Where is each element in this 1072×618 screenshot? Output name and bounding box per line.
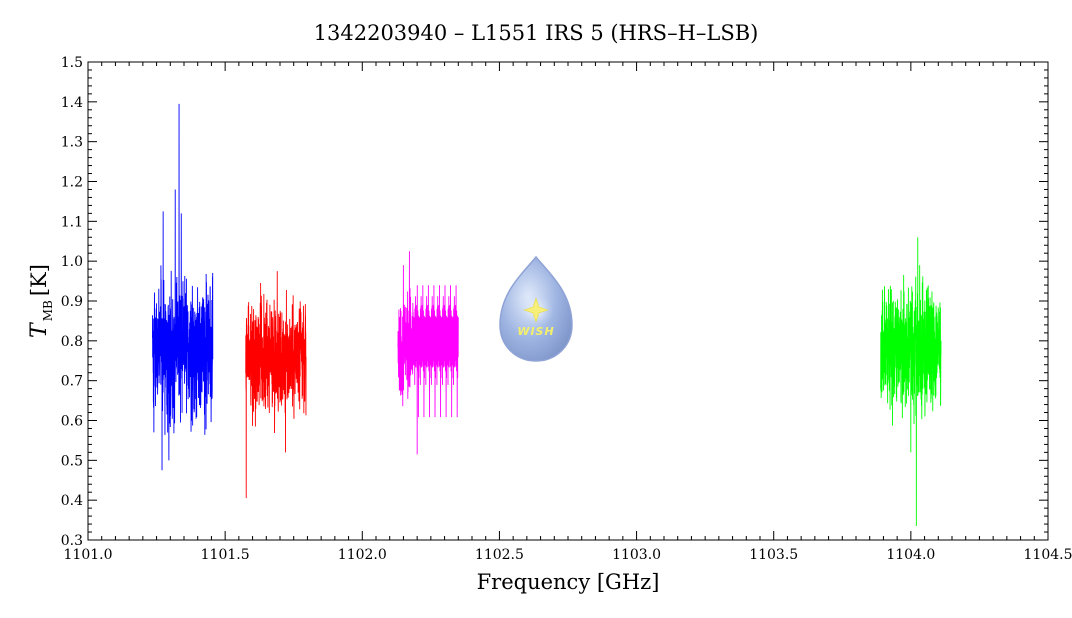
y-tick-label: 1.5 <box>61 55 83 71</box>
y-tick-label: 0.6 <box>61 414 83 430</box>
y-tick-label: 0.3 <box>61 533 83 549</box>
wish-star-icon <box>523 297 549 323</box>
x-axis-label: Frequency [GHz] <box>477 570 660 594</box>
y-tick-label: 0.5 <box>61 453 83 469</box>
series-line-2 <box>245 271 307 499</box>
y-tick-label: 0.8 <box>61 334 83 350</box>
wish-logo: WISH <box>499 255 573 362</box>
series-line-4 <box>880 237 942 527</box>
y-axis-label-unit: [K] <box>27 264 51 296</box>
y-axis-label: TMB [K] <box>27 264 55 338</box>
y-tick-label: 1.4 <box>61 95 83 111</box>
ticks-layer: 1101.0 1101.5 1102.0 1102.5 1103.0 1103.5 1104… <box>61 55 1072 563</box>
x-tick-label: 1102.5 <box>475 547 524 563</box>
y-axis-label-main: T <box>27 321 52 338</box>
y-tick-label: 0.7 <box>61 374 83 390</box>
x-tick-label: 1102.0 <box>338 547 387 563</box>
y-tick-label: 1.3 <box>61 135 83 151</box>
wish-logo-text: WISH <box>517 325 554 338</box>
series-line-1 <box>152 103 214 471</box>
x-tick-label: 1101.0 <box>64 547 113 563</box>
y-tick-label: 1.1 <box>61 214 83 230</box>
y-tick-label: 0.4 <box>61 493 83 509</box>
y-tick-label: 0.9 <box>61 294 83 310</box>
x-tick-label: 1104.5 <box>1024 547 1072 563</box>
y-tick-label: 1.2 <box>61 175 83 191</box>
chart-title: 1342203940 – L1551 IRS 5 (HRS–H–LSB) <box>314 21 759 45</box>
y-axis-label-sub: MB <box>41 300 55 321</box>
x-tick-label: 1103.0 <box>612 547 661 563</box>
x-tick-label: 1103.5 <box>749 547 798 563</box>
series-layer <box>152 103 942 527</box>
y-tick-label: 1.0 <box>61 254 83 270</box>
series-line-3 <box>397 251 459 455</box>
x-tick-label: 1101.5 <box>201 547 250 563</box>
x-tick-label: 1104.0 <box>886 547 935 563</box>
